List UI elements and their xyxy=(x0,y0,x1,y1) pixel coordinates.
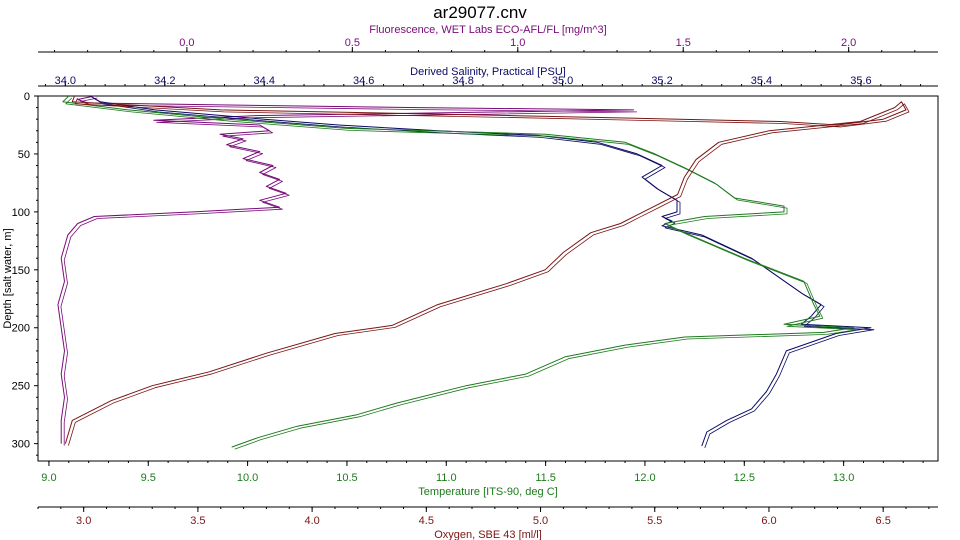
temperature-tick-label: 10.5 xyxy=(336,472,357,484)
fluorescence-tick-label: 1.5 xyxy=(676,37,691,49)
temperature-tick-label: 11.0 xyxy=(436,472,457,484)
fluorescence-series-line xyxy=(57,95,635,444)
oxygen-axis-title: Oxygen, SBE 43 [ml/l] xyxy=(434,529,542,540)
y-tick-label: 100 xyxy=(12,207,30,219)
temperature-tick-label: 10.0 xyxy=(237,472,258,484)
fluorescence-tick-label: 2.0 xyxy=(841,37,856,49)
temperature-series-line-upcast xyxy=(65,97,857,450)
oxygen-series-line-upcast xyxy=(68,97,910,446)
salinity-tick-label: 35.0 xyxy=(552,75,573,87)
series-layer xyxy=(57,95,910,450)
fluorescence-series-line-upcast xyxy=(60,97,637,446)
salinity-tick-label: 34.8 xyxy=(452,75,473,87)
fluorescence-tick-label: 0.0 xyxy=(179,37,194,49)
y-tick-label: 0 xyxy=(24,91,30,103)
oxygen-tick-label: 3.0 xyxy=(76,515,91,527)
y-tick-label: 150 xyxy=(12,265,30,277)
salinity-tick-label: 35.6 xyxy=(850,75,871,87)
y-tick-label: 50 xyxy=(18,149,30,161)
temperature-tick-label: 9.5 xyxy=(141,472,156,484)
plot-frame xyxy=(37,95,939,462)
chart-title: ar29077.cnv xyxy=(433,3,527,22)
salinity-tick-label: 35.2 xyxy=(651,75,672,87)
salinity-tick-label: 34.0 xyxy=(55,75,76,87)
oxygen-tick-label: 6.0 xyxy=(761,515,776,527)
temperature-series-line xyxy=(62,95,855,448)
temperature-tick-label: 12.5 xyxy=(734,472,755,484)
oxygen-tick-label: 4.0 xyxy=(304,515,319,527)
oxygen-tick-label: 5.0 xyxy=(533,515,548,527)
oxygen-tick-label: 5.5 xyxy=(647,515,662,527)
salinity-tick-label: 34.2 xyxy=(154,75,175,87)
temperature-tick-label: 13.0 xyxy=(833,472,854,484)
fluorescence-axis-title: Fluorescence, WET Labs ECO-AFL/FL [mg/m^… xyxy=(369,24,606,36)
temperature-tick-label: 9.0 xyxy=(41,472,56,484)
fluorescence-tick-label: 1.0 xyxy=(510,37,525,49)
fluorescence-tick-label: 0.5 xyxy=(345,37,360,49)
oxygen-series-line xyxy=(64,95,907,444)
temperature-axis-title: Temperature [ITS-90, deg C] xyxy=(418,486,557,498)
y-tick-label: 200 xyxy=(12,323,30,335)
oxygen-tick-label: 3.5 xyxy=(190,515,205,527)
salinity-tick-label: 34.4 xyxy=(254,75,275,87)
y-tick-label: 300 xyxy=(12,439,30,451)
salinity-axis-title: Derived Salinity, Practical [PSU] xyxy=(410,66,566,78)
temperature-tick-label: 11.5 xyxy=(535,472,556,484)
y-axis-title: Depth [salt water, m] xyxy=(2,228,14,328)
temperature-tick-label: 12.0 xyxy=(634,472,655,484)
y-tick-label: 250 xyxy=(12,381,30,393)
salinity-tick-label: 35.4 xyxy=(751,75,772,87)
oxygen-tick-label: 6.5 xyxy=(876,515,891,527)
salinity-tick-label: 34.6 xyxy=(353,75,374,87)
oxygen-tick-label: 4.5 xyxy=(419,515,434,527)
axes-layer: 0 50 100 150 200 250 300 Depth [salt water, m] 0… xyxy=(2,24,938,540)
